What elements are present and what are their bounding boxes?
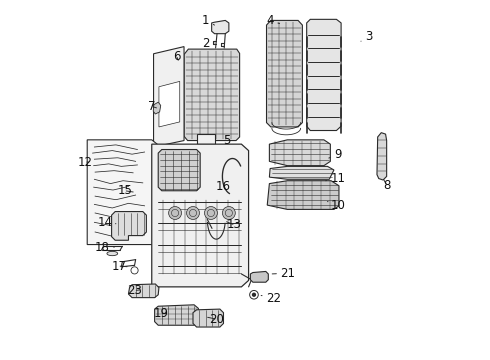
Polygon shape <box>196 134 215 144</box>
Circle shape <box>204 207 218 220</box>
Text: 13: 13 <box>226 218 242 231</box>
Circle shape <box>252 293 256 297</box>
Polygon shape <box>184 49 240 140</box>
Polygon shape <box>270 140 330 166</box>
Text: 23: 23 <box>127 284 142 297</box>
Text: 7: 7 <box>148 100 156 113</box>
Text: 15: 15 <box>118 184 133 197</box>
Polygon shape <box>155 305 198 325</box>
Circle shape <box>169 207 181 220</box>
Polygon shape <box>267 181 339 210</box>
Polygon shape <box>128 284 159 298</box>
Ellipse shape <box>107 251 118 256</box>
Polygon shape <box>153 102 161 114</box>
Polygon shape <box>307 19 341 131</box>
Text: 11: 11 <box>326 172 346 185</box>
Text: 9: 9 <box>329 148 342 161</box>
Polygon shape <box>212 21 229 34</box>
Polygon shape <box>153 46 184 147</box>
Text: 22: 22 <box>261 292 281 305</box>
Polygon shape <box>377 133 387 180</box>
Text: 1: 1 <box>202 14 215 27</box>
Text: 2: 2 <box>202 36 214 50</box>
Text: 16: 16 <box>215 180 230 193</box>
Polygon shape <box>112 212 147 240</box>
Polygon shape <box>158 149 200 191</box>
Polygon shape <box>250 271 269 282</box>
Polygon shape <box>270 166 334 179</box>
Text: 12: 12 <box>78 156 93 168</box>
Polygon shape <box>152 144 248 287</box>
Circle shape <box>222 207 235 220</box>
Polygon shape <box>87 140 157 244</box>
Text: 17: 17 <box>111 260 127 273</box>
Polygon shape <box>267 21 302 127</box>
Text: 8: 8 <box>383 179 391 192</box>
Text: 5: 5 <box>223 134 231 147</box>
Polygon shape <box>193 309 223 327</box>
Text: 21: 21 <box>272 267 295 280</box>
Text: 4: 4 <box>267 14 279 27</box>
Text: 19: 19 <box>153 307 168 320</box>
Text: 3: 3 <box>361 30 372 43</box>
Text: 18: 18 <box>95 241 114 254</box>
Text: 14: 14 <box>98 216 116 229</box>
Circle shape <box>187 207 199 220</box>
Text: 10: 10 <box>327 199 345 212</box>
Text: 6: 6 <box>173 50 181 63</box>
Polygon shape <box>159 81 180 127</box>
Text: 20: 20 <box>208 312 224 326</box>
